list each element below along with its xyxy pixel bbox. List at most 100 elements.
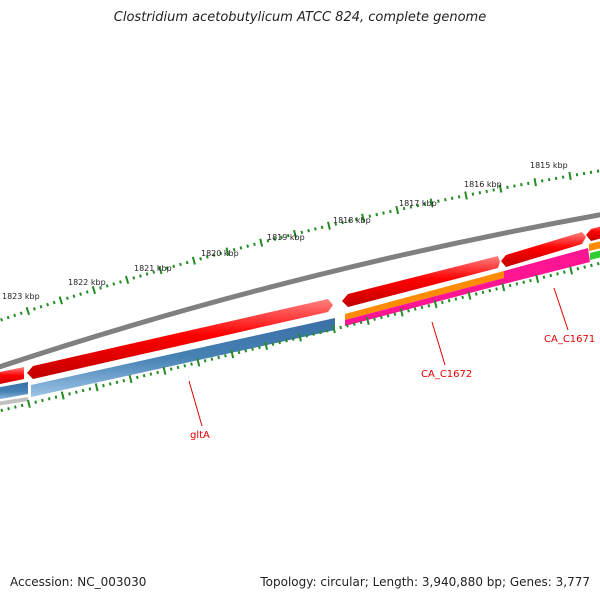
position-tick <box>327 221 331 230</box>
forward-gene-3[interactable] <box>501 232 586 267</box>
position-tick <box>467 291 472 300</box>
forward-gene-1[interactable] <box>27 299 333 379</box>
position-tick <box>522 280 525 284</box>
position-tick <box>75 390 78 394</box>
forward-gene-2[interactable] <box>342 256 500 307</box>
position-tick <box>119 280 122 284</box>
gltA-label[interactable]: gltA <box>190 430 210 441</box>
position-tick <box>60 391 65 400</box>
position-tick <box>395 205 400 215</box>
position-tick <box>471 192 475 196</box>
CA_C1671-label[interactable]: CA_C1671 <box>544 334 595 345</box>
position-tick <box>13 313 17 318</box>
reverse-gene-edge-left[interactable] <box>0 382 28 401</box>
position-tick <box>122 378 126 383</box>
position-tick <box>506 185 509 189</box>
position-tick <box>334 222 338 226</box>
position-tick <box>352 322 356 326</box>
genome-backbone <box>0 212 600 370</box>
position-tick <box>47 397 51 401</box>
position-tick <box>429 198 434 207</box>
position-tick <box>199 257 202 261</box>
position-tick <box>258 345 261 350</box>
position-tick <box>156 370 159 375</box>
position-tick <box>225 247 230 256</box>
position-tick <box>26 399 31 408</box>
position-tick <box>14 405 17 409</box>
position-tick <box>19 311 23 315</box>
position-tick <box>478 191 482 195</box>
position-tick <box>54 395 58 399</box>
position-tick <box>389 209 392 214</box>
position-tick <box>251 347 254 351</box>
position-tick <box>386 314 390 318</box>
position-tick <box>88 387 92 391</box>
position-tick <box>402 206 406 211</box>
position-tick <box>300 230 304 235</box>
position-label-1817: 1817 kbp <box>399 199 437 208</box>
position-tick <box>569 266 574 275</box>
reverse-gene-edge-right-orange[interactable] <box>589 239 600 251</box>
position-tick <box>0 408 4 413</box>
position-tick <box>464 191 468 200</box>
CA_C1672-gene[interactable] <box>345 271 504 320</box>
position-tick <box>190 362 193 366</box>
position-tick <box>380 315 383 320</box>
position-tick <box>382 211 385 215</box>
position-tick <box>91 285 97 295</box>
position-tick <box>20 403 24 408</box>
position-tick <box>230 350 235 359</box>
CA_C1672-label[interactable]: CA_C1672 <box>421 369 472 380</box>
position-tick <box>108 382 112 386</box>
position-tick <box>498 184 503 193</box>
position-tick <box>527 181 530 186</box>
CA_C1672-gene-lower[interactable] <box>345 278 504 326</box>
position-tick <box>232 247 236 252</box>
gltA-gene[interactable] <box>31 318 335 397</box>
forward-gene-edge-right[interactable] <box>586 224 600 241</box>
position-tick <box>25 306 31 316</box>
position-label-1822: 1822 kbp <box>68 278 106 287</box>
position-tick <box>416 203 420 208</box>
CA_C1671-gene[interactable] <box>504 248 590 284</box>
position-tick <box>447 299 451 303</box>
forward-gene-edge-left[interactable] <box>0 367 24 386</box>
position-tick <box>549 273 553 278</box>
position-tick <box>450 196 454 200</box>
position-tick <box>368 214 372 218</box>
position-tick <box>6 315 10 320</box>
position-tick <box>575 173 579 177</box>
position-tick <box>535 274 540 283</box>
reverse-gene-edge-right-green[interactable] <box>590 248 600 260</box>
position-tick <box>244 349 248 353</box>
position-tick <box>169 367 173 371</box>
position-label-1816: 1816 kbp <box>464 180 502 189</box>
position-tick <box>582 171 586 176</box>
position-tick <box>554 176 558 181</box>
position-tick <box>136 375 139 380</box>
position-tick <box>314 227 317 231</box>
position-tick <box>293 229 297 239</box>
position-tick <box>590 263 593 268</box>
position-tick <box>457 195 461 199</box>
position-tick <box>185 260 189 265</box>
position-tick <box>273 237 277 241</box>
position-tick <box>224 354 227 358</box>
position-tick <box>34 400 37 404</box>
position-tick <box>520 183 523 187</box>
position-tick <box>515 282 519 286</box>
position-tick <box>94 383 99 392</box>
position-tick <box>33 307 36 311</box>
position-ticks-outer <box>0 169 600 322</box>
position-tick <box>474 292 478 296</box>
position-tick <box>58 296 63 305</box>
position-tick <box>239 246 243 250</box>
position-tick <box>52 300 56 305</box>
position-tick <box>7 407 10 411</box>
position-tick <box>196 358 201 367</box>
position-label-1815: 1815 kbp <box>530 161 568 170</box>
position-tick <box>81 388 85 393</box>
position-tick <box>529 278 532 283</box>
position-tick <box>145 272 149 276</box>
